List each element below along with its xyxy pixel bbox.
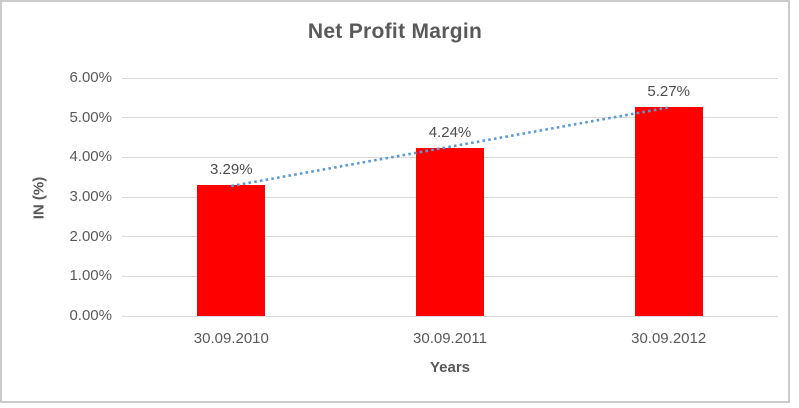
bar-30.09.2012 [634,106,703,316]
gridline [122,315,778,317]
y-tick-label: 6.00% [69,69,112,86]
y-tick-label: 0.00% [69,307,112,324]
chart-area: Net Profit Margin IN (%) Years 0.00% 1.00… [0,0,790,403]
bar-data-label: 5.27% [647,82,690,100]
x-tick-label: 30.09.2012 [631,330,707,347]
x-tick-label: 30.09.2011 [413,330,487,347]
chart-title: Net Profit Margin [307,20,483,43]
y-tick-label: 1.00% [69,267,112,285]
y-tick-label: 2.00% [69,227,112,245]
x-axis-title: Years [429,359,471,376]
bar-30.09.2011 [416,147,484,316]
bar-data-label: 3.29% [210,161,253,179]
y-tick-label: 5.00% [69,108,112,126]
y-tick-label: 4.00% [69,148,112,166]
x-tick-label: 30.09.2010 [193,330,269,347]
gridline [122,77,778,79]
bar-30.09.2010 [197,185,266,316]
bar-data-label: 4.24% [428,123,472,141]
y-tick-label: 3.00% [69,188,112,205]
